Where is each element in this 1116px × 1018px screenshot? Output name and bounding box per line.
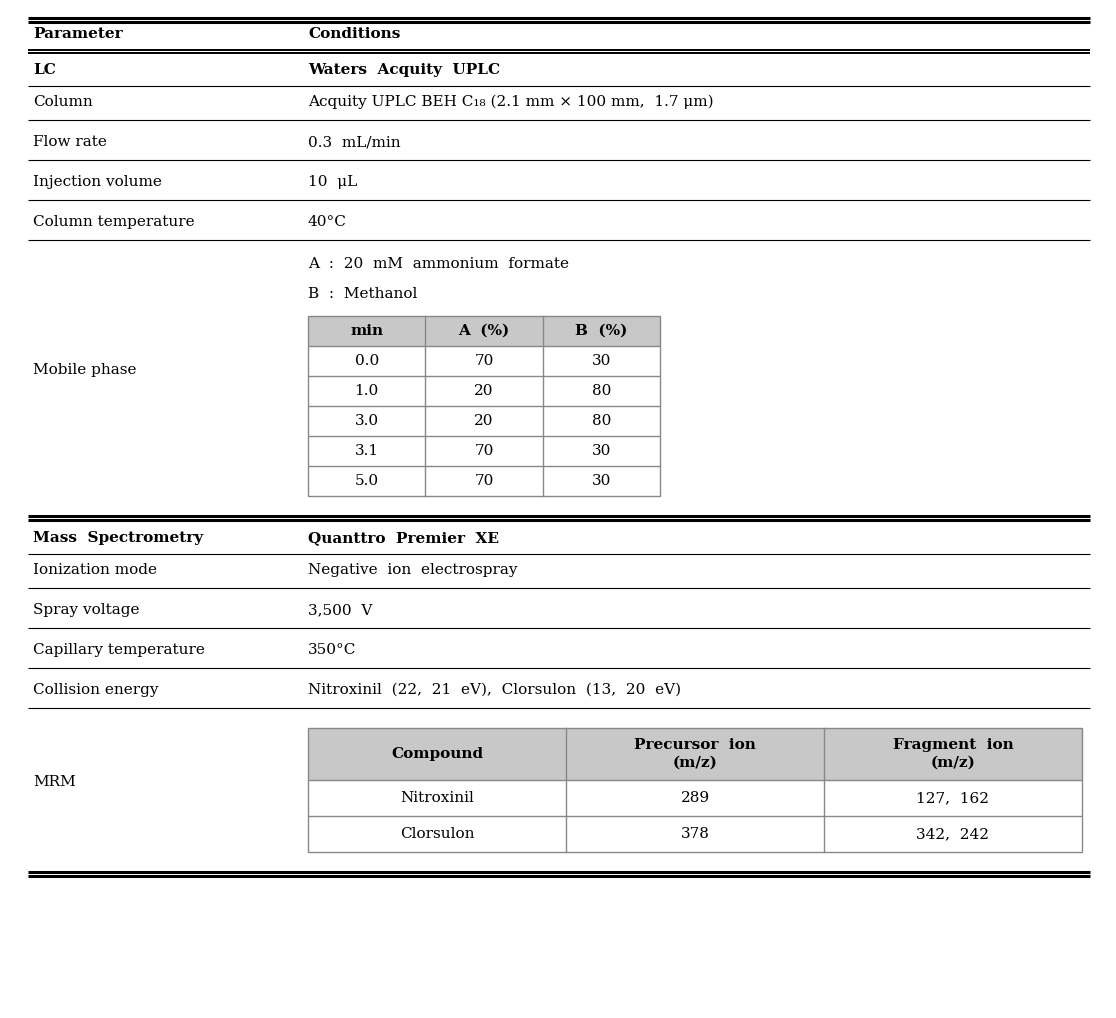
Text: Precursor  ion: Precursor ion <box>634 738 756 752</box>
Text: Flow rate: Flow rate <box>33 135 107 149</box>
Text: Column: Column <box>33 95 93 109</box>
Text: 3,500  V: 3,500 V <box>308 603 373 617</box>
Text: Acquity UPLC BEH C₁₈ (2.1 mm × 100 mm,  1.7 μm): Acquity UPLC BEH C₁₈ (2.1 mm × 100 mm, 1… <box>308 95 713 109</box>
Text: (m/z): (m/z) <box>673 756 718 770</box>
Text: 30: 30 <box>591 474 612 488</box>
Text: 0.3  mL/min: 0.3 mL/min <box>308 135 401 149</box>
Text: 127,  162: 127, 162 <box>916 791 990 805</box>
Bar <box>308 728 1083 780</box>
Text: 40°C: 40°C <box>308 215 347 229</box>
Text: Spray voltage: Spray voltage <box>33 603 140 617</box>
Text: Compound: Compound <box>391 747 483 761</box>
Text: Mobile phase: Mobile phase <box>33 363 136 377</box>
Text: 350°C: 350°C <box>308 643 356 657</box>
Text: 5.0: 5.0 <box>355 474 378 488</box>
Text: Clorsulon: Clorsulon <box>400 827 474 841</box>
Text: 70: 70 <box>474 444 493 458</box>
Text: B  :  Methanol: B : Methanol <box>308 287 417 301</box>
Text: 20: 20 <box>474 384 493 398</box>
Text: LC: LC <box>33 63 56 77</box>
Text: Capillary temperature: Capillary temperature <box>33 643 205 657</box>
Text: Column temperature: Column temperature <box>33 215 194 229</box>
Text: 70: 70 <box>474 354 493 367</box>
Text: Waters  Acquity  UPLC: Waters Acquity UPLC <box>308 63 500 77</box>
Text: MRM: MRM <box>33 775 76 789</box>
Bar <box>308 316 660 346</box>
Text: Nitroxinil  (22,  21  eV),  Clorsulon  (13,  20  eV): Nitroxinil (22, 21 eV), Clorsulon (13, 2… <box>308 683 681 697</box>
Text: 0.0: 0.0 <box>355 354 378 367</box>
Bar <box>308 728 1083 852</box>
Text: 342,  242: 342, 242 <box>916 827 990 841</box>
Text: 1.0: 1.0 <box>355 384 378 398</box>
Text: 3.0: 3.0 <box>355 414 378 428</box>
Text: Fragment  ion: Fragment ion <box>893 738 1013 752</box>
Text: Ionization mode: Ionization mode <box>33 563 157 577</box>
Text: (m/z): (m/z) <box>931 756 975 770</box>
Text: 80: 80 <box>591 384 612 398</box>
Text: 289: 289 <box>681 791 710 805</box>
Text: Injection volume: Injection volume <box>33 175 162 189</box>
Text: A  :  20  mM  ammonium  formate: A : 20 mM ammonium formate <box>308 257 569 271</box>
Text: Collision energy: Collision energy <box>33 683 158 697</box>
Text: 20: 20 <box>474 414 493 428</box>
Text: Parameter: Parameter <box>33 27 123 41</box>
Text: min: min <box>350 324 383 338</box>
Text: Conditions: Conditions <box>308 27 401 41</box>
Text: 70: 70 <box>474 474 493 488</box>
Text: 30: 30 <box>591 444 612 458</box>
Text: 3.1: 3.1 <box>355 444 378 458</box>
Text: 80: 80 <box>591 414 612 428</box>
Text: Nitroxinil: Nitroxinil <box>400 791 474 805</box>
Text: A  (%): A (%) <box>459 324 510 338</box>
Text: Negative  ion  electrospray: Negative ion electrospray <box>308 563 518 577</box>
Text: Quanttro  Premier  XE: Quanttro Premier XE <box>308 531 499 545</box>
Text: 30: 30 <box>591 354 612 367</box>
Text: Mass  Spectrometry: Mass Spectrometry <box>33 531 203 545</box>
Text: B  (%): B (%) <box>575 324 627 338</box>
Text: 378: 378 <box>681 827 710 841</box>
Text: 10  μL: 10 μL <box>308 175 357 189</box>
Bar <box>308 316 660 496</box>
